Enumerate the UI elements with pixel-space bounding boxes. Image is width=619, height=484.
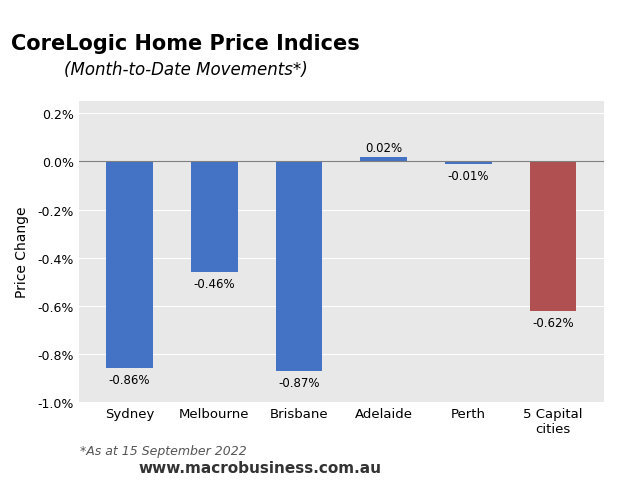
Bar <box>530 162 576 311</box>
Bar <box>191 162 238 272</box>
Text: -0.46%: -0.46% <box>194 277 235 290</box>
Bar <box>275 162 322 371</box>
Text: -0.01%: -0.01% <box>448 169 489 182</box>
Bar <box>360 157 407 162</box>
Text: -0.87%: -0.87% <box>278 376 320 389</box>
Text: (Month-to-Date Movements*): (Month-to-Date Movements*) <box>64 60 308 78</box>
Text: *As at 15 September 2022: *As at 15 September 2022 <box>80 444 247 457</box>
Text: www.macrobusiness.com.au: www.macrobusiness.com.au <box>139 460 381 475</box>
Text: BUSINESS: BUSINESS <box>456 71 534 84</box>
Text: CoreLogic Home Price Indices: CoreLogic Home Price Indices <box>11 34 360 54</box>
Text: -0.86%: -0.86% <box>109 374 150 387</box>
Text: 0.02%: 0.02% <box>365 141 402 154</box>
Text: MACRO: MACRO <box>458 37 532 56</box>
Text: -0.62%: -0.62% <box>532 316 574 329</box>
Y-axis label: Price Change: Price Change <box>15 207 29 298</box>
Bar <box>445 162 491 165</box>
Bar <box>106 162 153 369</box>
